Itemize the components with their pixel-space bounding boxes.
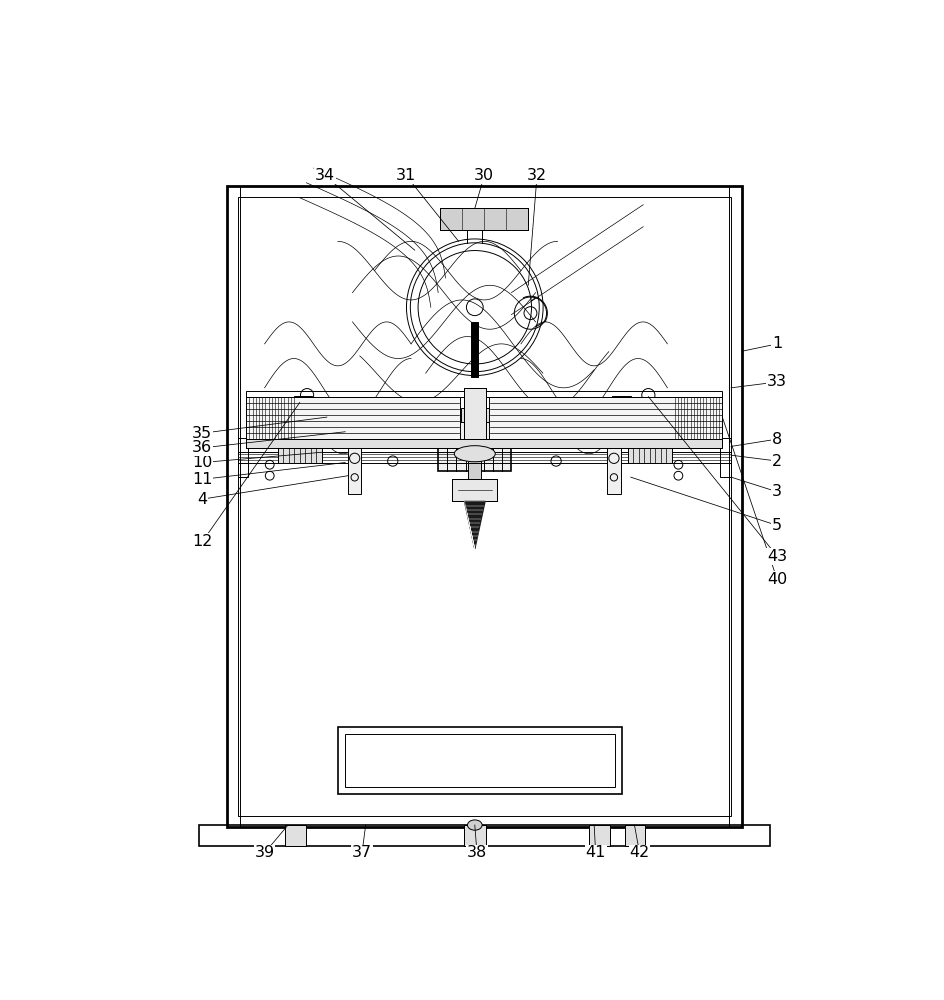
Bar (728, 186, 741, 827)
Bar (607, 446, 620, 494)
Text: 11: 11 (192, 472, 212, 487)
Bar (285, 825, 305, 846)
Text: 1: 1 (771, 336, 782, 351)
Polygon shape (464, 501, 484, 549)
Ellipse shape (467, 820, 481, 830)
Text: 42: 42 (629, 845, 649, 860)
Text: 32: 32 (527, 168, 547, 183)
Bar (198, 825, 769, 846)
Text: 40: 40 (767, 572, 786, 587)
Bar (285, 825, 305, 846)
Text: 43: 43 (767, 549, 786, 564)
Text: 41: 41 (585, 845, 605, 860)
Bar (451, 479, 497, 501)
Text: 8: 8 (771, 432, 782, 447)
Text: 12: 12 (192, 534, 212, 549)
Bar (612, 403, 617, 416)
Text: 33: 33 (767, 374, 786, 389)
Bar (464, 825, 485, 846)
Bar (489, 397, 721, 439)
Text: 4: 4 (197, 492, 207, 507)
Text: 39: 39 (254, 845, 275, 860)
Bar (467, 461, 480, 479)
Bar (246, 439, 721, 448)
Text: 35: 35 (192, 426, 212, 441)
Bar (347, 446, 361, 494)
Bar (588, 825, 609, 846)
Bar (345, 734, 614, 787)
Bar (237, 452, 731, 463)
Text: 38: 38 (466, 845, 486, 860)
Ellipse shape (454, 446, 495, 462)
Text: 30: 30 (474, 168, 494, 183)
Bar (471, 322, 478, 377)
Bar (440, 208, 528, 230)
Bar (237, 197, 731, 816)
Text: 2: 2 (771, 454, 782, 469)
Bar (719, 438, 731, 477)
Text: 34: 34 (314, 168, 334, 183)
Bar (227, 186, 741, 827)
Bar (307, 403, 312, 416)
Bar (246, 397, 460, 439)
Text: 37: 37 (351, 845, 372, 860)
Bar (461, 408, 488, 422)
Bar (464, 388, 485, 439)
Text: 5: 5 (771, 518, 782, 533)
Bar (611, 406, 617, 411)
Bar (237, 438, 248, 477)
Bar (588, 825, 609, 846)
Bar (306, 406, 313, 411)
Bar (624, 825, 645, 846)
Bar (627, 445, 671, 463)
Bar (278, 445, 321, 463)
Bar (440, 208, 528, 230)
Bar (337, 727, 621, 794)
Bar (246, 439, 721, 448)
Bar (227, 186, 240, 827)
Text: 31: 31 (396, 168, 415, 183)
Bar (464, 825, 485, 846)
Bar (624, 825, 645, 846)
Bar (464, 388, 485, 439)
Bar (438, 422, 511, 471)
Text: 3: 3 (771, 484, 782, 499)
Bar (451, 479, 497, 501)
Text: 10: 10 (192, 455, 212, 470)
Bar (612, 396, 631, 406)
Bar (294, 396, 312, 406)
Bar (246, 391, 721, 397)
Text: 36: 36 (192, 440, 212, 455)
